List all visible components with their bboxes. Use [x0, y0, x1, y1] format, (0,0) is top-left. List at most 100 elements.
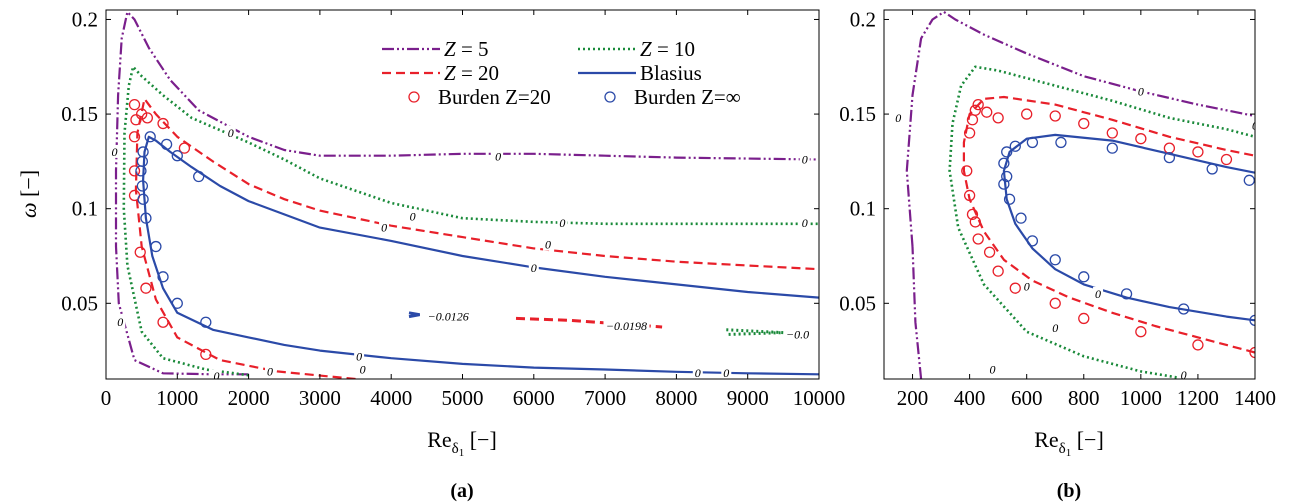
marker-z20 [157, 117, 169, 130]
contour-label-bg [1250, 118, 1255, 132]
marker-blasius [1120, 288, 1133, 300]
contour-label-bg [1021, 279, 1032, 293]
contour-label: 0 [723, 366, 729, 380]
series-line-z5 [905, 10, 1255, 247]
marker-z20 [141, 112, 154, 124]
caption-b: (b) [1057, 480, 1081, 502]
marker-z20 [140, 282, 152, 294]
contour-label-bg [543, 237, 554, 251]
x-tick-label: 8000 [655, 386, 697, 410]
y-tick-label: 0.1 [850, 197, 876, 221]
series-line-blasius [1002, 133, 1255, 322]
legend-label: Z = 5 [444, 37, 489, 61]
contour-label-bg [211, 369, 222, 379]
marker-z20 [963, 127, 976, 139]
contour-label-bg [557, 215, 568, 229]
contour-label-bg [1093, 286, 1104, 300]
negative-contour-blasius [408, 311, 420, 319]
contour-label-bg [799, 215, 810, 229]
series-line-z10 [122, 65, 819, 377]
legend-marker-z20 [408, 91, 420, 103]
contour-label: −0.0126 [428, 310, 469, 324]
x-tick-label: 10000 [793, 386, 846, 410]
x-tick-label: 6000 [513, 386, 555, 410]
y-tick-label: 0.15 [839, 102, 876, 126]
marker-z20 [963, 189, 976, 202]
x-tick-label: 4000 [370, 386, 412, 410]
marker-blasius [998, 157, 1010, 169]
marker-z20 [1135, 133, 1147, 145]
marker-z20 [972, 233, 984, 245]
contour-label-bg [354, 349, 365, 363]
marker-blasius [136, 180, 149, 192]
x-tick-label: 0 [101, 386, 112, 410]
marker-blasius [1055, 136, 1067, 149]
marker-blasius [1078, 271, 1090, 283]
marker-blasius [1249, 314, 1255, 326]
contour-label: −0.0 [786, 328, 809, 342]
marker-z20 [1078, 117, 1090, 130]
marker-z20 [1078, 312, 1090, 325]
marker-blasius [1049, 254, 1061, 266]
contour-label: 0 [228, 126, 234, 140]
marker-blasius [1015, 212, 1027, 224]
contour-label: 0 [802, 152, 808, 166]
marker-z20 [961, 165, 973, 177]
x-tick-label: 1200 [1177, 386, 1219, 410]
marker-z20 [966, 208, 979, 221]
x-tick-label: 1000 [1120, 386, 1162, 410]
contour-label-bg [1135, 84, 1146, 98]
contour-label: 0 [267, 364, 273, 378]
marker-z20 [972, 98, 984, 111]
marker-blasius [998, 178, 1010, 190]
marker-z20 [157, 316, 169, 328]
y-tick-label: 0.05 [839, 291, 876, 315]
marker-z20 [128, 98, 141, 111]
marker-z20 [200, 348, 212, 361]
contour-label: 0 [381, 221, 387, 235]
x-tick-label: 2000 [228, 386, 270, 410]
marker-blasius [193, 170, 205, 183]
legend: Z = 5 Z = 10 Z = 20 Blasius Burden Z=20 Burde… [382, 37, 741, 109]
marker-z20 [983, 246, 996, 258]
marker-z20 [992, 112, 1004, 124]
contour-label-bg [1178, 368, 1189, 379]
marker-z20 [992, 265, 1004, 277]
marker-blasius [157, 271, 169, 283]
marker-blasius [1026, 136, 1039, 149]
contour-label: 0 [1252, 118, 1258, 132]
contour-label: 0 [802, 216, 808, 230]
marker-z20 [1021, 108, 1033, 120]
marker-blasius [1026, 235, 1039, 247]
marker-z20 [1135, 326, 1147, 338]
x-tick-label: 5000 [442, 386, 484, 410]
marker-z20 [178, 142, 191, 154]
series-line-z20 [962, 95, 1255, 354]
legend-label: Burden Z=∞ [634, 85, 741, 109]
y-tick-label: 0.2 [72, 7, 98, 31]
legend-marker-blasius [604, 91, 616, 103]
contour-label-bg [721, 365, 732, 379]
legend-label: Z = 10 [640, 37, 695, 61]
contour-label: 0 [545, 238, 551, 252]
x-tick-label: 600 [1011, 386, 1043, 410]
marker-blasius [160, 138, 173, 151]
x-tick-label: 1000 [156, 386, 198, 410]
contour-label: 0 [356, 349, 362, 363]
marker-z20 [1220, 153, 1233, 166]
contour-label: 0 [112, 145, 118, 159]
legend-label: Blasius [640, 61, 702, 85]
contour-label-bg [407, 209, 418, 223]
contour-label-bg [264, 364, 275, 378]
contour-label: 0 [531, 261, 537, 275]
series-line-blasius [142, 135, 819, 376]
contour-label: 0 [1024, 279, 1030, 293]
contour-label-bg [109, 144, 120, 158]
contour-label-bg [783, 327, 812, 341]
marker-z20 [134, 246, 146, 258]
contour-label-bg [893, 110, 904, 124]
panel-b: 0 0 0 0 0 0 0 0 200 400 600 800 1000 1200 1400 0.05 0.1… [839, 7, 1276, 502]
series-line-z5 [911, 246, 923, 379]
contour-label-bg [1050, 320, 1061, 334]
y-tick-label: 0.1 [72, 197, 98, 221]
